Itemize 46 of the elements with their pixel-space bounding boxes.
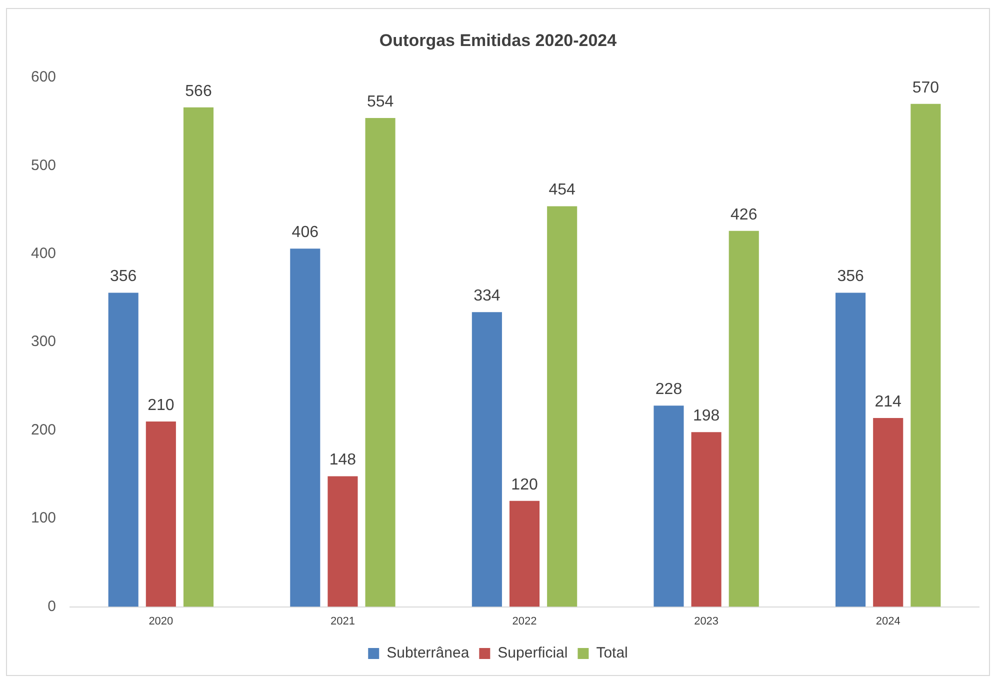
bar: [108, 292, 138, 607]
legend-label: Superficial: [498, 644, 568, 662]
bar: [472, 312, 502, 607]
y-tick-label: 300: [30, 333, 56, 350]
data-label: 454: [548, 182, 576, 199]
bar: [547, 206, 578, 607]
bar: [183, 107, 214, 607]
data-label: 356: [110, 268, 137, 286]
data-label: 148: [329, 452, 356, 469]
legend-label: Total: [596, 644, 628, 662]
y-tick-label: 100: [30, 510, 56, 527]
bar: [146, 422, 176, 607]
bar: [328, 476, 358, 607]
x-tick-label: 2020: [148, 615, 174, 628]
x-tick-label: 2022: [512, 615, 537, 628]
chart-title: Outorgas Emitidas 2020-2024: [379, 30, 618, 50]
bar: [290, 248, 320, 607]
data-label: 426: [730, 206, 758, 224]
y-tick-label: 600: [30, 68, 56, 86]
bar: [365, 118, 396, 607]
data-label: 554: [366, 93, 394, 110]
data-label: 198: [692, 408, 720, 425]
data-label: 566: [185, 82, 212, 100]
y-tick-label: 200: [30, 421, 56, 438]
data-label: 120: [511, 476, 538, 494]
data-label: 406: [292, 224, 319, 241]
bar: [691, 432, 722, 607]
bar: [654, 406, 684, 607]
y-tick-label: 0: [48, 598, 56, 615]
bar: [836, 292, 866, 607]
y-tick-label: 500: [30, 156, 56, 174]
legend-label: Subterrânea: [386, 644, 470, 662]
bar: [910, 104, 941, 607]
x-tick-label: 2024: [876, 615, 900, 628]
data-label: 228: [655, 381, 682, 398]
data-label: 334: [474, 288, 500, 305]
data-label: 570: [912, 79, 940, 96]
data-label: 210: [148, 396, 174, 414]
x-tick-label: 2021: [330, 615, 355, 628]
data-label: 356: [837, 268, 864, 286]
bar: [509, 500, 540, 607]
data-label: 214: [874, 393, 902, 410]
y-tick-label: 400: [30, 245, 56, 262]
x-tick-label: 2023: [694, 615, 719, 628]
bar: [728, 230, 759, 607]
bar: [873, 418, 904, 607]
